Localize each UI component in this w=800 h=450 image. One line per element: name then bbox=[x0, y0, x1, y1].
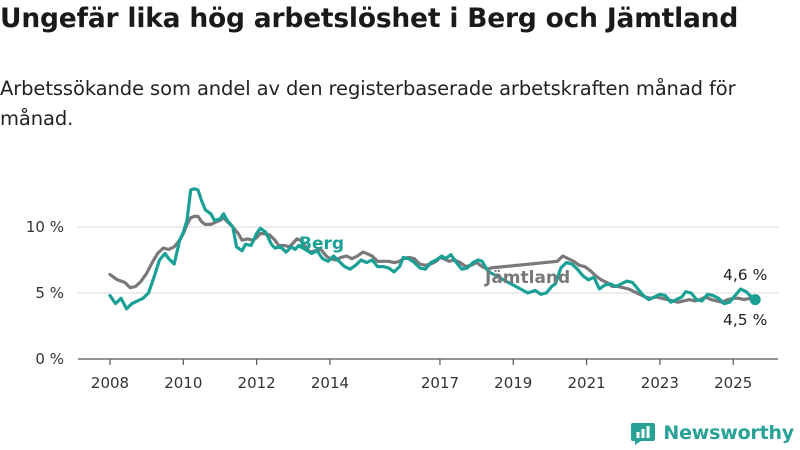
x-tick-label: 2023 bbox=[641, 374, 679, 392]
x-tick-label: 2014 bbox=[311, 374, 349, 392]
series-lines bbox=[108, 187, 761, 311]
chart-subtitle: Arbetssökande som andel av den registerb… bbox=[0, 77, 736, 130]
brand: Newsworthy bbox=[631, 420, 794, 446]
y-axis-ticks: 0 % 5 % 10 % bbox=[26, 218, 64, 368]
x-tick-label: 2017 bbox=[421, 374, 459, 392]
series-labels: Berg Jämtland 4,6 % 4,5 % bbox=[299, 234, 767, 329]
chart-title: Ungefär lika hög arbetslöshet i Berg och… bbox=[0, 3, 739, 34]
y-tick-label: 0 % bbox=[35, 350, 64, 368]
series-line-berg bbox=[108, 187, 757, 311]
end-label-berg: 4,5 % bbox=[723, 311, 767, 329]
x-tick-label: 2012 bbox=[238, 374, 276, 392]
x-tick-label: 2021 bbox=[567, 374, 605, 392]
brand-name: Newsworthy bbox=[663, 422, 794, 444]
x-tick-label: 2025 bbox=[714, 374, 752, 392]
x-tick-label: 2008 bbox=[91, 374, 129, 392]
bar-chart-logo-icon bbox=[631, 423, 656, 445]
x-tick-label: 2019 bbox=[494, 374, 532, 392]
series-label-berg: Berg bbox=[299, 234, 344, 254]
x-axis: 2008 2010 2012 2014 2017 2019 2021 2023 2025 bbox=[78, 358, 778, 392]
y-tick-label: 5 % bbox=[35, 284, 64, 302]
series-label-jamtland: Jämtland bbox=[484, 268, 570, 288]
series-end-point-berg bbox=[749, 294, 761, 306]
y-tick-label: 10 % bbox=[26, 218, 64, 236]
series-line-jamtland bbox=[108, 214, 755, 304]
end-label-jamtland: 4,6 % bbox=[723, 266, 767, 284]
x-tick-label: 2010 bbox=[164, 374, 202, 392]
